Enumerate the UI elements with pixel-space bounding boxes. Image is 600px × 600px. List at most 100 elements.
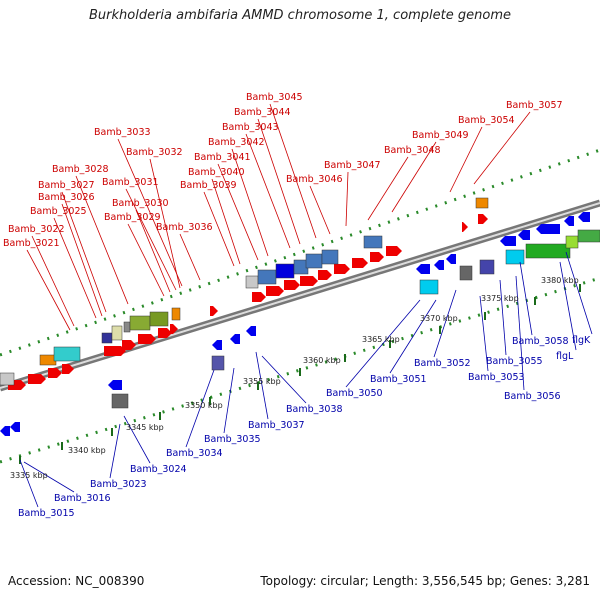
gene-arrow-forward	[300, 276, 318, 286]
accession-text: Accession: NC_008390	[8, 574, 145, 588]
backbone-highlight	[0, 202, 600, 389]
leader-line-forward	[217, 163, 259, 261]
gene-label-reverse: Bamb_3038	[286, 404, 343, 415]
gene-block	[577, 229, 600, 243]
gene-label-reverse: Bamb_3034	[166, 448, 223, 459]
label-layer: 3335 kbp 3340 kbp 3345 kbp 3350 kbp 3355 kbp…	[3, 92, 591, 519]
gene-label-forward: Bamb_3028	[52, 164, 109, 175]
map-title: Burkholderia ambifaria AMMD chromosome 1…	[88, 8, 512, 23]
gene-arrow-reverse	[500, 236, 516, 246]
gene-label-forward: Bamb_3022	[8, 224, 65, 235]
gene-arrow-forward	[28, 374, 46, 384]
leader-line-forward	[391, 141, 437, 213]
scale-label: 3375 kbp	[481, 294, 519, 303]
gene-arrow-forward	[252, 292, 266, 302]
gene-label-forward: Bamb_3047	[324, 160, 381, 171]
scale-label: 3370 kbp	[420, 314, 458, 323]
gene-arrow-reverse	[212, 340, 222, 350]
gene-label-forward: Bamb_3039	[180, 180, 237, 191]
leader-line-forward	[75, 175, 129, 305]
gene-block	[459, 265, 473, 281]
gene-arrow-forward	[318, 270, 332, 280]
gene-label-forward: Bamb_3036	[156, 222, 213, 233]
leader-line-reverse	[389, 299, 437, 374]
gene-label-reverse: Bamb_3056	[504, 391, 561, 402]
leader-line-reverse	[559, 261, 577, 351]
gene-block	[0, 372, 15, 386]
gene-label-forward: Bamb_3027	[38, 180, 95, 191]
gene-block	[419, 279, 439, 295]
gene-arrow-forward	[170, 324, 178, 334]
gene-arrow-forward	[478, 214, 488, 224]
gene-arrow-reverse	[416, 264, 430, 274]
gene-block	[363, 235, 383, 249]
gene-arrow-forward	[462, 222, 468, 232]
gene-label-forward: Bamb_3042	[208, 137, 265, 148]
backbone-layer	[0, 148, 600, 464]
gene-block	[39, 354, 57, 366]
gene-block	[111, 393, 129, 409]
gene-block	[275, 263, 295, 279]
leader-line-forward	[31, 235, 75, 327]
leader-line-forward	[231, 148, 269, 257]
gene-label-reverse: Bamb_3058	[512, 336, 569, 347]
gene-block	[111, 325, 123, 341]
gene-arrow-forward	[334, 264, 350, 274]
gene-arrow-forward	[158, 328, 172, 338]
gene-arrow-reverse	[246, 326, 256, 336]
gene-label-reverse: Bamb_3015	[18, 508, 75, 519]
gene-arrow-reverse	[564, 216, 574, 226]
gene-label-forward: Bamb_3045	[246, 92, 303, 103]
leader-layer	[19, 103, 593, 508]
gene-arrow-forward	[386, 246, 402, 256]
leader-line-forward	[26, 249, 71, 331]
gene-block	[149, 311, 169, 327]
leader-line-reverse	[23, 461, 75, 493]
leader-line-reverse	[565, 251, 593, 335]
genome-summary: Topology: circular; Length: 3,556,545 bp…	[260, 574, 590, 588]
gene-label-forward: Bamb_3033	[94, 127, 151, 138]
leader-line-forward	[125, 188, 177, 291]
leader-line-reverse	[123, 415, 151, 464]
gene-arrow-reverse	[108, 380, 122, 390]
gene-block	[525, 243, 571, 259]
gene-arrow-reverse	[230, 334, 240, 344]
gene-block	[475, 197, 489, 209]
leader-line-forward	[149, 158, 181, 289]
gene-label-reverse: Bamb_3016	[54, 493, 111, 504]
gene-arrow-forward	[48, 368, 62, 378]
leader-line-reverse	[345, 299, 421, 388]
scale-label: 3355 kbp	[243, 377, 281, 386]
gene-block	[53, 346, 81, 362]
gene-arrow-reverse	[434, 260, 444, 270]
gene-arrow-forward	[138, 334, 156, 344]
leader-line-forward	[179, 233, 201, 281]
gene-block	[171, 307, 181, 321]
gene-arrow-forward	[352, 258, 368, 268]
leader-line-forward	[473, 111, 531, 185]
leader-line-reverse	[19, 459, 39, 508]
leader-line-forward	[117, 138, 183, 287]
leader-line-reverse	[223, 367, 235, 434]
leader-line-forward	[53, 217, 97, 319]
scale-label: 3335 kbp	[10, 471, 48, 480]
gene-arrow-reverse	[446, 254, 456, 264]
feature-layer	[0, 197, 600, 436]
gene-label-reverse: Bamb_3024	[130, 464, 187, 475]
gene-block	[305, 253, 323, 269]
gene-block	[505, 249, 525, 265]
gene-label-forward: Bamb_3057	[506, 100, 563, 111]
leader-line-forward	[127, 223, 165, 297]
gene-block	[321, 249, 339, 265]
scale-label: 3365 kbp	[362, 335, 400, 344]
gene-label-forward: Bamb_3040	[188, 167, 245, 178]
gene-label-forward: Bamb_3049	[412, 130, 469, 141]
gene-label-forward: Bamb_3032	[126, 147, 183, 158]
leader-line-forward	[135, 209, 171, 293]
gene-block	[245, 275, 259, 289]
scale-label: 3380 kbp	[541, 276, 579, 285]
gene-label-forward: Bamb_3021	[3, 238, 60, 249]
scale-label: 3345 kbp	[126, 423, 164, 432]
gene-block	[101, 332, 113, 344]
gene-block	[129, 315, 151, 331]
